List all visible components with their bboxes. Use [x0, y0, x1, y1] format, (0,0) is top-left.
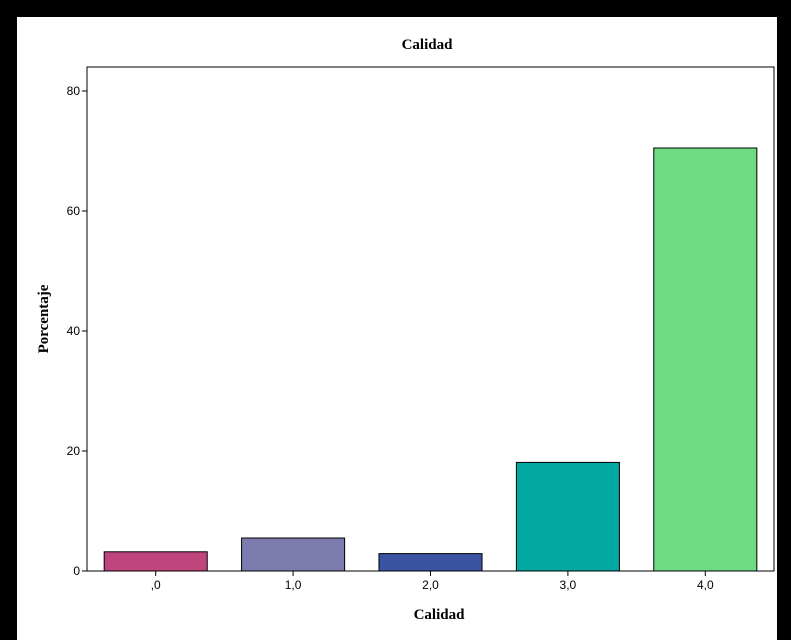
x-tick-label: 4,0 [697, 578, 714, 592]
x-tick-label: ,0 [151, 578, 161, 592]
bar [241, 537, 346, 572]
bar [103, 551, 208, 572]
bar [378, 553, 483, 572]
x-tick-label: 1,0 [285, 578, 302, 592]
x-tick-label: 2,0 [422, 578, 439, 592]
x-axis-label: Calidad [414, 607, 466, 623]
x-axis-ticks: ,0 1,0 2,0 3,0 4,0 [151, 571, 714, 592]
y-tick-label: 40 [67, 324, 81, 338]
chart-title: Calidad [402, 37, 454, 53]
y-tick-label: 20 [67, 444, 81, 458]
bars [103, 147, 758, 572]
bar [653, 147, 758, 572]
y-axis-label: Porcentaje [36, 284, 52, 353]
bar-chart: Calidad Porcentaje Calidad 0 20 40 60 80 ,0 1… [36, 37, 775, 623]
y-tick-label: 0 [73, 564, 80, 578]
x-tick-label: 3,0 [560, 578, 577, 592]
y-tick-label: 60 [67, 204, 81, 218]
y-axis-ticks: 0 20 40 60 80 [67, 84, 87, 578]
bar [515, 461, 620, 572]
y-tick-label: 80 [67, 84, 81, 98]
chart-frame: Calidad Porcentaje Calidad 0 20 40 60 80 ,0 1… [17, 17, 777, 640]
